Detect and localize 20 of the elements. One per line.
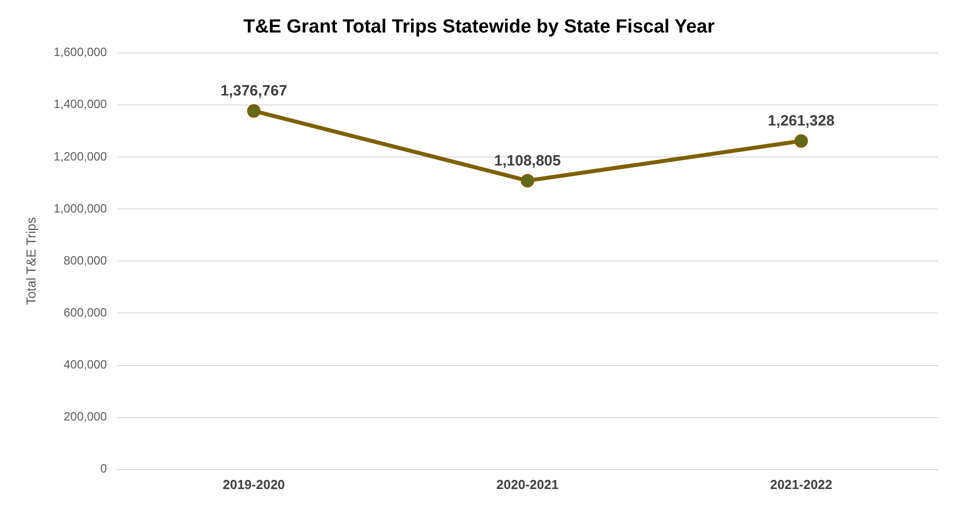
x-tick-label: 2021-2022 (770, 476, 832, 492)
y-tick-label: 1,600,000 (54, 45, 108, 60)
chart-title: T&E Grant Total Trips Statewide by State Fiscal Year (243, 16, 716, 38)
point (520, 174, 534, 188)
y-tick-label: 0 (100, 462, 108, 476)
y-tick-label: 600,000 (64, 305, 108, 320)
y-axis-title: Total T&E Trips (23, 216, 38, 306)
data-label: 1,108,805 (494, 152, 561, 170)
data-label: 1,261,328 (768, 112, 835, 130)
x-tick-label: 2019-2020 (222, 476, 285, 492)
y-tick-label: 400,000 (64, 358, 108, 372)
x-tick-label: 2020-2021 (496, 476, 559, 492)
y-tick-label: 1,000,000 (54, 201, 108, 216)
point (247, 104, 261, 118)
y-tick-label: 1,200,000 (54, 149, 108, 164)
point (794, 134, 808, 148)
y-tick-label: 800,000 (64, 253, 108, 268)
y-tick-label: 1,400,000 (54, 97, 108, 112)
data-label: 1,376,767 (220, 82, 288, 100)
y-tick-label: 200,000 (64, 410, 108, 424)
